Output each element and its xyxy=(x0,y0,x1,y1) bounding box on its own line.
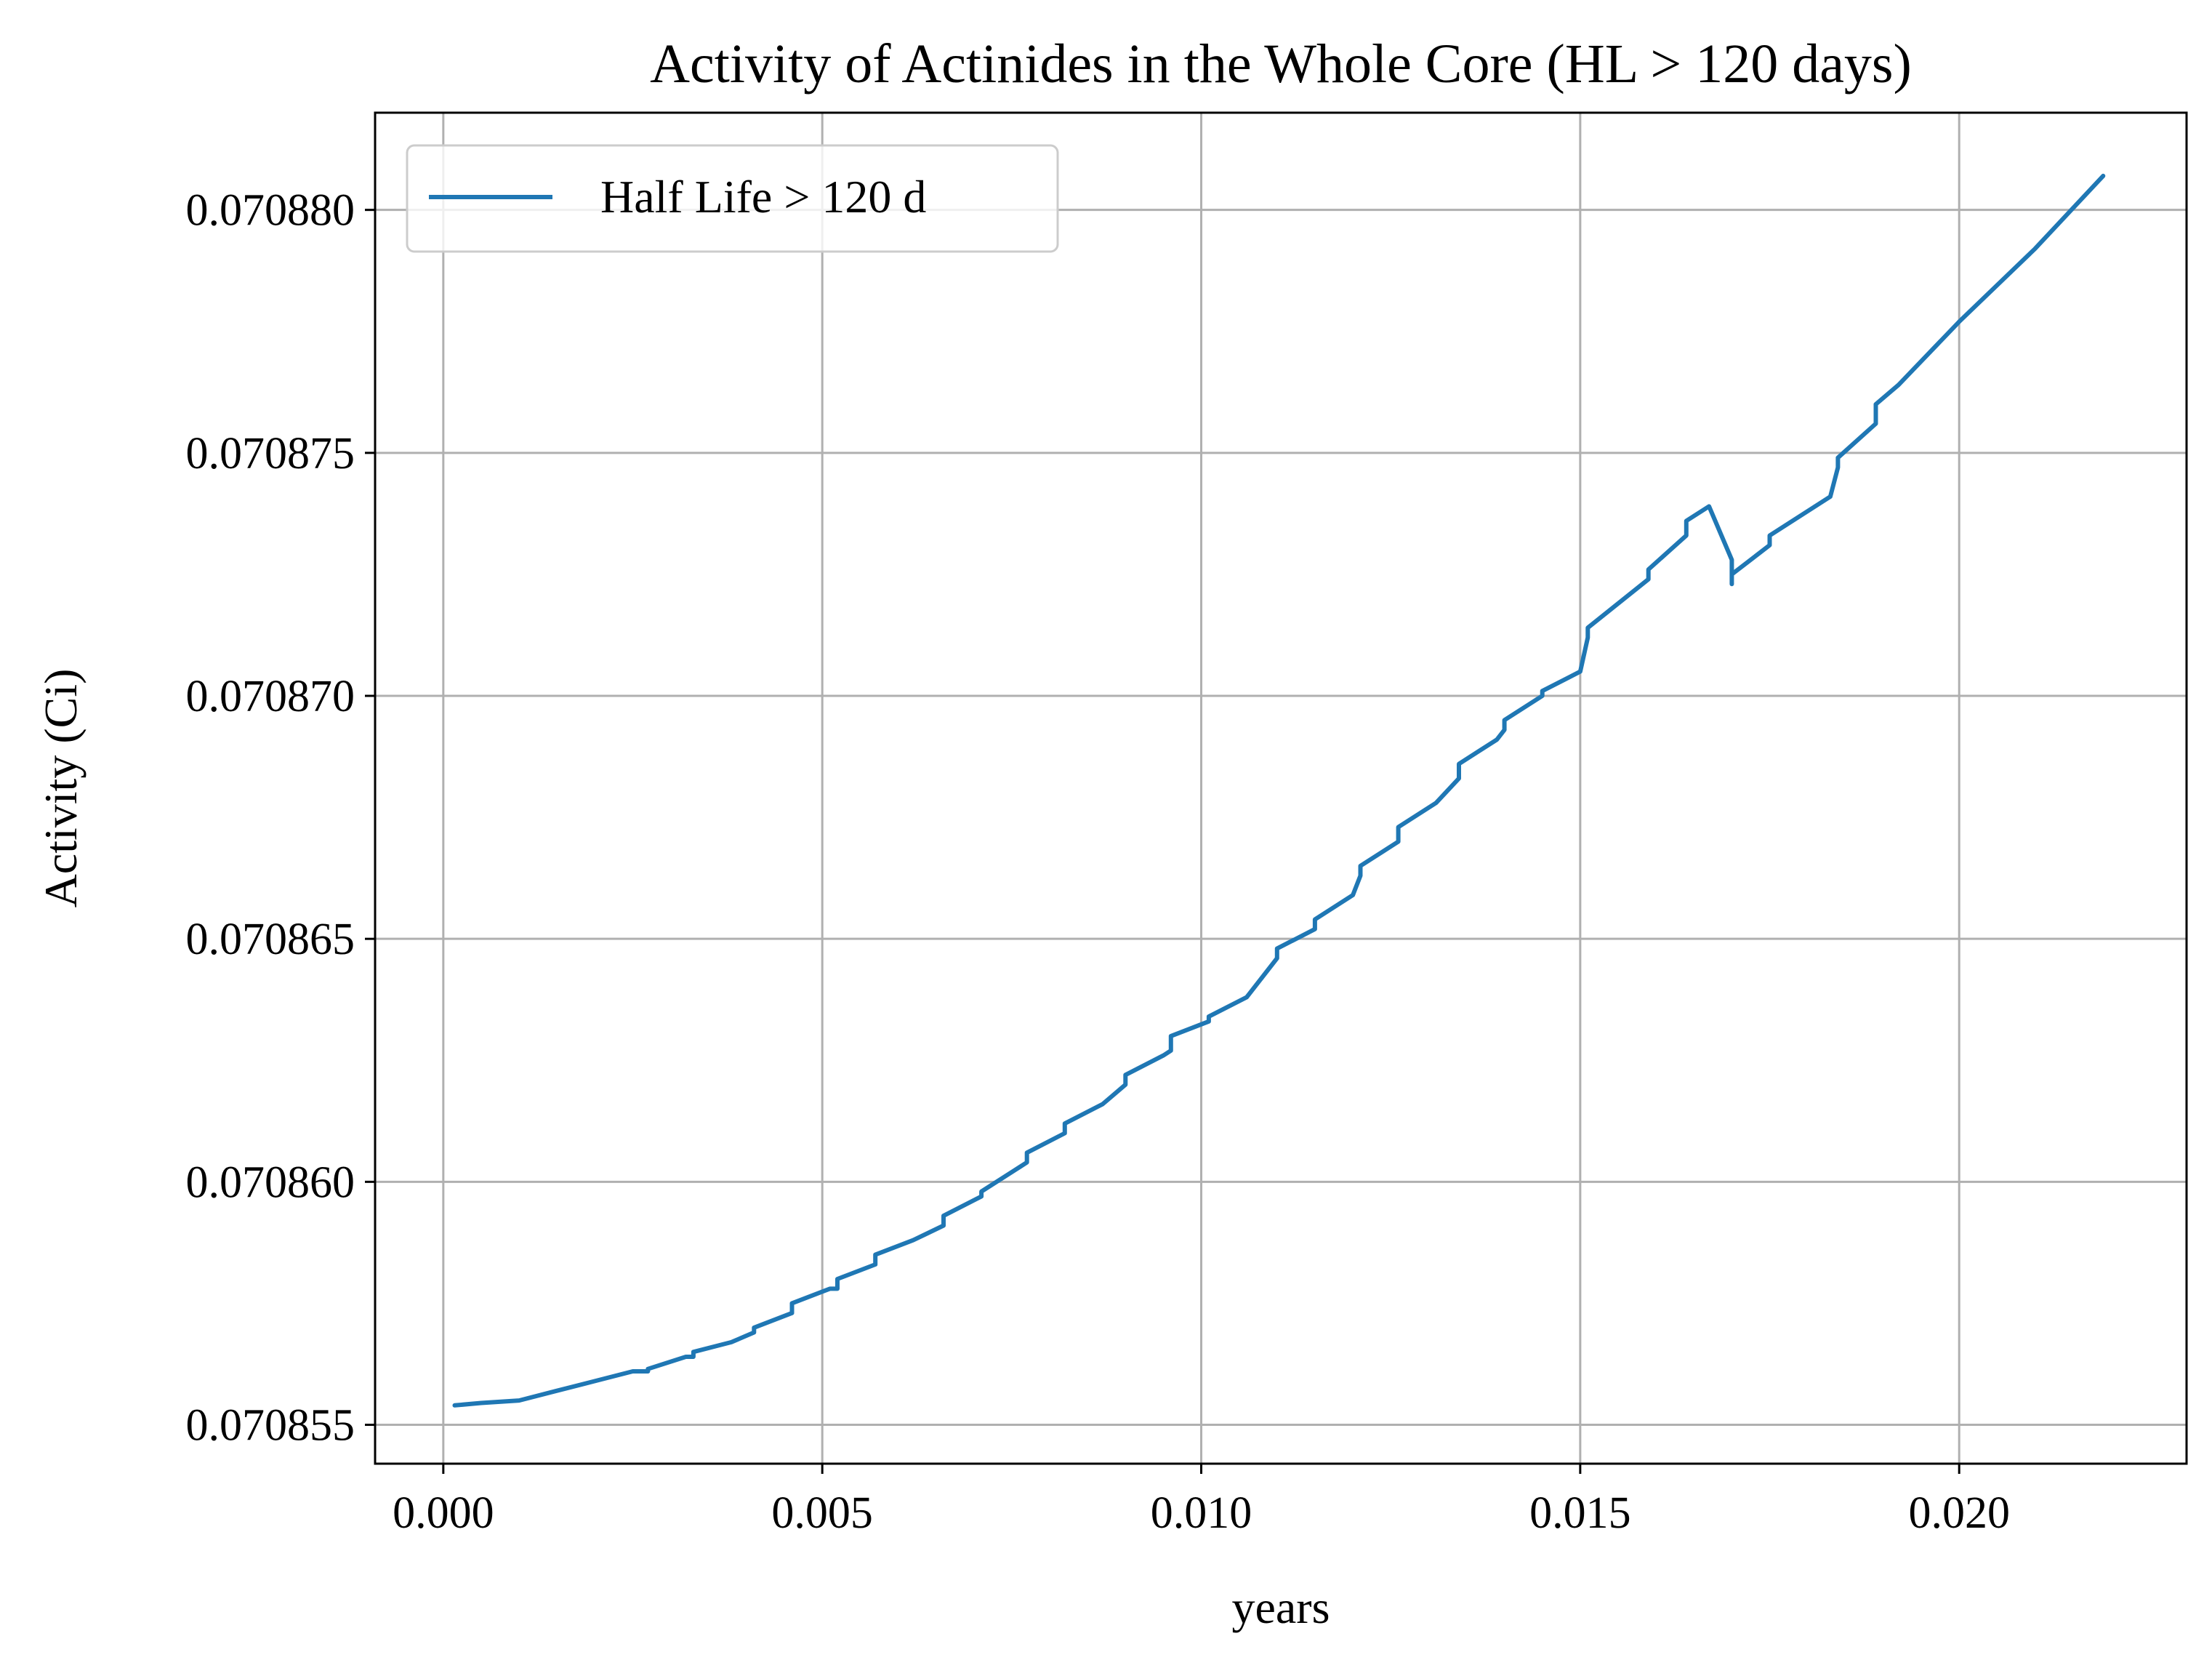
x-tick-label: 0.010 xyxy=(1151,1488,1252,1538)
chart-title: Activity of Actinides in the Whole Core … xyxy=(650,33,1912,95)
y-tick-label: 0.070880 xyxy=(186,186,355,236)
x-tick-label: 0.005 xyxy=(771,1488,873,1538)
y-tick-label: 0.070865 xyxy=(186,915,355,964)
series-layer xyxy=(452,173,2106,1408)
x-axis-label: years xyxy=(1231,1581,1330,1633)
y-tick-label: 0.070855 xyxy=(186,1401,355,1451)
y-tick-label: 0.070870 xyxy=(186,672,355,721)
x-tick-label: 0.000 xyxy=(393,1488,494,1538)
legend-box xyxy=(406,144,1059,253)
x-tick-label: 0.020 xyxy=(1908,1488,2010,1538)
legend-label-half-life: Half Life > 120 d xyxy=(600,171,926,222)
grid xyxy=(375,113,2187,1464)
series-line-half-life xyxy=(452,173,2106,1408)
axes-frame xyxy=(374,111,2188,1465)
y-tick-label: 0.070860 xyxy=(186,1158,355,1207)
y-axis-label: Activity (Ci) xyxy=(35,669,87,908)
x-tick-label: 0.015 xyxy=(1529,1488,1631,1538)
y-tick-label: 0.070875 xyxy=(186,429,355,478)
ticks: 0.000 0.005 0.010 0.015 0.020 0.070855 0.07086… xyxy=(186,186,2010,1538)
legend: Half Life > 120 d xyxy=(406,144,1059,253)
